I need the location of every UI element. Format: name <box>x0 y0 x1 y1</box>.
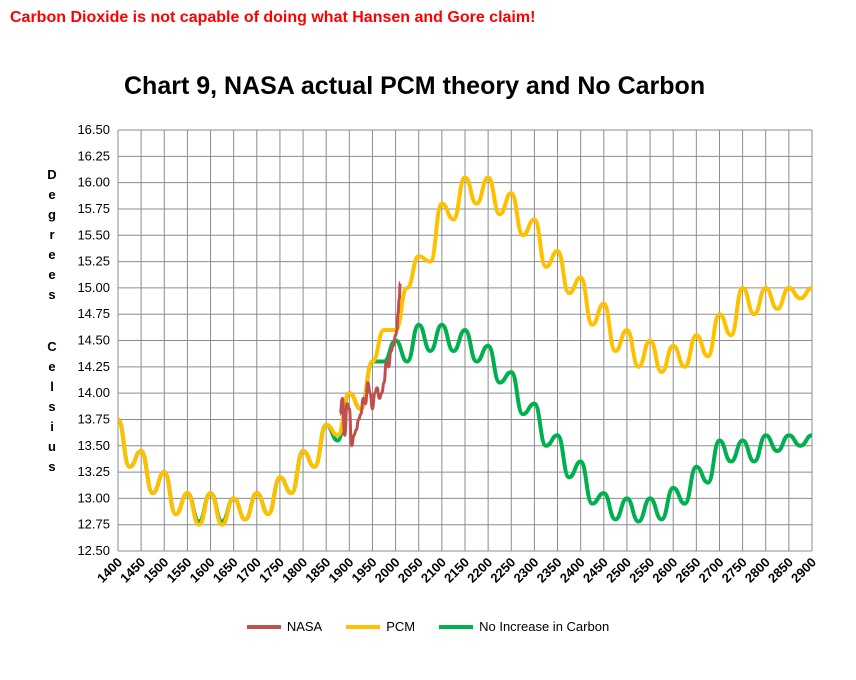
y-tick-label: 14.50 <box>77 333 110 348</box>
y-tick-label: 15.50 <box>77 227 110 242</box>
x-tick-label: 1850 <box>302 555 333 586</box>
x-tick-label: 2500 <box>603 555 634 586</box>
y-label-letter: s <box>48 399 56 414</box>
x-tick-label: 1600 <box>187 555 218 586</box>
y-label-letter: l <box>50 379 54 394</box>
series-line-pcm <box>116 175 813 527</box>
y-tick-label: 14.25 <box>77 359 110 374</box>
y-label-letter: C <box>47 339 57 354</box>
x-tick-label: 2050 <box>395 555 426 586</box>
x-tick-label: 1650 <box>210 555 241 586</box>
y-label-letter: s <box>48 287 56 302</box>
y-tick-label: 14.00 <box>77 385 110 400</box>
legend: NASA PCM No Increase in Carbon <box>0 619 856 634</box>
x-tick-label: 2150 <box>441 555 472 586</box>
x-tick-label: 1950 <box>349 555 380 586</box>
x-tick-label: 2200 <box>464 555 495 586</box>
x-tick-label: 1500 <box>140 555 171 586</box>
x-tick-label: 1550 <box>163 555 194 586</box>
x-tick-label: 2250 <box>487 555 518 586</box>
y-label-letter: e <box>48 247 56 262</box>
x-tick-label: 2350 <box>534 555 565 586</box>
legend-item: No Increase in Carbon <box>439 619 609 634</box>
series-line-nasa <box>338 281 402 448</box>
x-tick-label: 2850 <box>765 555 796 586</box>
x-tick-label: 2600 <box>649 555 680 586</box>
y-tick-label: 16.50 <box>77 122 110 137</box>
chart-title: Chart 9, NASA actual PCM theory and No C… <box>124 72 706 100</box>
x-tick-label: 1750 <box>256 555 287 586</box>
y-tick-label: 15.00 <box>77 280 110 295</box>
y-tick-label: 15.25 <box>77 254 110 269</box>
grid <box>117 129 813 552</box>
y-tick-label: 16.25 <box>77 148 110 163</box>
x-tick-label: 2800 <box>742 555 773 586</box>
y-label-letter: r <box>49 227 55 242</box>
x-tick-label: 2000 <box>372 555 403 586</box>
x-tick-label: 2100 <box>418 555 449 586</box>
y-label-letter: u <box>48 439 56 454</box>
y-label-letter: s <box>48 459 56 474</box>
x-tick-label: 1450 <box>117 555 148 586</box>
x-tick-label: 2900 <box>788 555 819 586</box>
x-tick-label: 1400 <box>94 555 125 586</box>
y-label-letter: g <box>48 207 56 222</box>
headline: Carbon Dioxide is not capable of doing w… <box>10 9 536 26</box>
y-tick-label: 13.75 <box>77 411 110 426</box>
x-tick-label: 2450 <box>580 555 611 586</box>
legend-label: PCM <box>386 619 416 634</box>
x-tick-label: 2650 <box>672 555 703 586</box>
legend-swatch <box>246 624 281 629</box>
x-tick-label: 1800 <box>279 555 310 586</box>
y-tick-label: 13.00 <box>77 490 110 505</box>
y-label-letter: e <box>48 187 56 202</box>
legend-swatch <box>346 624 381 629</box>
x-tick-label: 1700 <box>233 555 264 586</box>
y-tick-label: 14.75 <box>77 306 110 321</box>
legend-swatch <box>439 624 474 629</box>
y-tick-label: 12.50 <box>77 543 110 558</box>
legend-item: NASA <box>246 619 323 634</box>
x-tick-label: 1900 <box>325 555 356 586</box>
y-label-letter: e <box>48 359 56 374</box>
x-tick-label: 2400 <box>557 555 588 586</box>
y-tick-label: 15.75 <box>77 201 110 216</box>
y-tick-label: 13.50 <box>77 438 110 453</box>
y-tick-label: 13.25 <box>77 464 110 479</box>
legend-item: PCM <box>346 619 415 634</box>
y-label-letter: i <box>50 419 54 434</box>
x-tick-label: 2700 <box>696 555 727 586</box>
x-tick-label: 2750 <box>719 555 750 586</box>
y-label-letter: e <box>48 267 56 282</box>
legend-label: NASA <box>286 619 323 634</box>
y-label-letter: D <box>47 167 57 182</box>
y-tick-label: 12.75 <box>77 517 110 532</box>
legend-label: No Increase in Carbon <box>479 619 610 634</box>
y-tick-label: 16.00 <box>77 175 110 190</box>
x-tick-label: 2550 <box>626 555 657 586</box>
x-tick-label: 2300 <box>510 555 541 586</box>
